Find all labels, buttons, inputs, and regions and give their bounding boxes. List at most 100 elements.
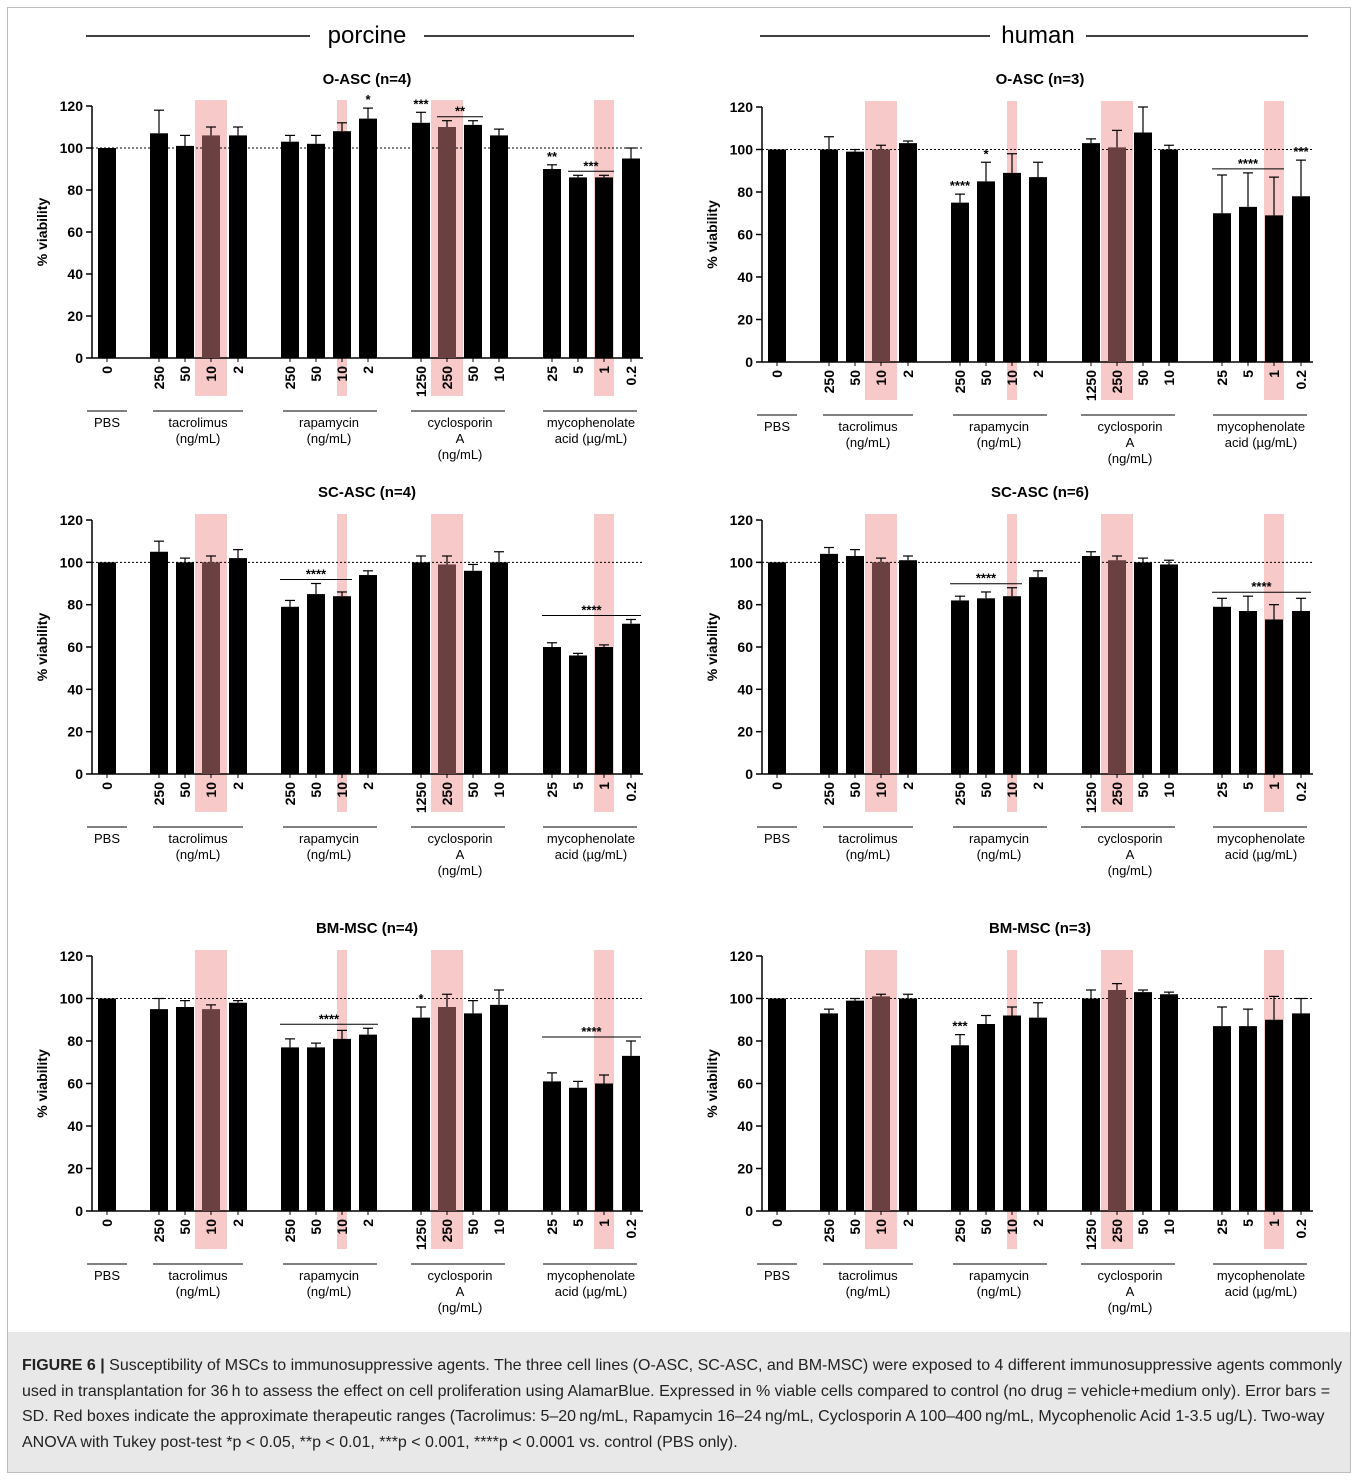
bar — [569, 655, 587, 774]
bar — [1029, 577, 1047, 774]
y-tick-label: 60 — [737, 639, 753, 655]
bar — [768, 149, 786, 362]
y-tick-label: 0 — [745, 1203, 753, 1219]
bar — [846, 151, 864, 362]
bar — [1108, 990, 1126, 1211]
x-tick-label: 1 — [1266, 782, 1282, 790]
header-porcine: porcine — [328, 22, 407, 49]
x-tick-label: 0 — [769, 782, 785, 790]
bar — [977, 181, 995, 362]
x-tick-label: 2 — [230, 782, 246, 790]
x-tick-label: 5 — [1240, 370, 1256, 378]
significance-label: **** — [976, 571, 997, 586]
x-tick-label: 250 — [952, 782, 968, 806]
x-tick-label: 50 — [978, 1219, 994, 1235]
y-tick-label: 120 — [730, 99, 754, 115]
x-tick-label: 0 — [99, 782, 115, 790]
group-label: mycophenolate — [547, 831, 635, 846]
bar — [977, 598, 995, 774]
bar — [1003, 1015, 1021, 1211]
x-tick-label: 10 — [1004, 782, 1020, 798]
group-label: (ng/mL) — [977, 1284, 1022, 1299]
group-label: tacrolimus — [168, 1268, 228, 1283]
y-axis-label: % viability — [34, 613, 50, 682]
group-label: rapamycin — [969, 831, 1029, 846]
bar — [464, 124, 482, 359]
group-label: (ng/mL) — [977, 847, 1022, 862]
group-label: (ng/mL) — [1108, 451, 1153, 466]
bar — [543, 647, 561, 774]
x-tick-label: 50 — [978, 370, 994, 386]
bar — [951, 202, 969, 362]
caption-label: FIGURE 6 | — [22, 1357, 105, 1374]
x-tick-label: 2 — [360, 366, 376, 374]
x-tick-label: 0.2 — [623, 366, 639, 386]
x-tick-label: 2 — [360, 1219, 376, 1227]
significance-label: * — [418, 991, 424, 1006]
group-label: rapamycin — [969, 1268, 1029, 1283]
x-tick-label: 2 — [230, 1219, 246, 1227]
bar — [281, 1047, 299, 1211]
bar — [820, 149, 838, 362]
bar — [98, 998, 116, 1211]
figure-caption: FIGURE 6 | Susceptibility of MSCs to imm… — [22, 1353, 1342, 1455]
chart-panel-4: SC-ASC (n=6) 0 20 40 60 80 100 120 % viability 0 2… — [704, 484, 1313, 878]
x-tick-label: 1250 — [1083, 1219, 1099, 1250]
significance-label: *** — [583, 158, 599, 173]
x-tick-label: 50 — [308, 782, 324, 798]
significance-label: *** — [1293, 144, 1309, 159]
x-tick-label: 0 — [769, 370, 785, 378]
group-label: (ng/mL) — [846, 847, 891, 862]
y-tick-label: 120 — [730, 512, 754, 528]
x-tick-label: 50 — [1135, 1219, 1151, 1235]
significance-label: **** — [950, 178, 971, 193]
bar — [1265, 215, 1283, 362]
bar — [490, 562, 508, 774]
figure-panels: porcine human O-ASC (n=4)020406080100120… — [34, 22, 1313, 1315]
bar — [768, 998, 786, 1211]
group-label: PBS — [94, 415, 120, 430]
bar — [281, 606, 299, 774]
x-tick-label: 1250 — [1083, 370, 1099, 401]
significance-label: **** — [581, 602, 602, 617]
group-label: cyclosporin — [1097, 419, 1162, 434]
x-tick-label: 10 — [491, 782, 507, 798]
bar — [490, 135, 508, 358]
x-tick-label: 2 — [900, 782, 916, 790]
group-label: mycophenolate — [1217, 831, 1305, 846]
group-label: (ng/mL) — [438, 863, 483, 878]
group-label: A — [456, 847, 465, 862]
x-tick-label: 50 — [465, 366, 481, 382]
x-tick-label: 0 — [99, 1219, 115, 1227]
y-tick-label: 100 — [60, 554, 84, 570]
bar — [846, 1000, 864, 1211]
x-tick-label: 10 — [1004, 370, 1020, 386]
y-axis-label: % viability — [704, 613, 720, 682]
bar — [1160, 564, 1178, 774]
bar — [569, 1087, 587, 1211]
bar — [1108, 147, 1126, 362]
bar — [412, 122, 430, 358]
x-tick-label: 10 — [334, 1219, 350, 1235]
bar — [150, 133, 168, 358]
group-label: rapamycin — [299, 415, 359, 430]
bar — [359, 118, 377, 358]
x-tick-label: 25 — [1214, 1219, 1230, 1235]
x-tick-label: 25 — [544, 366, 560, 382]
x-tick-label: 1 — [596, 782, 612, 790]
y-axis-label: % viability — [704, 1049, 720, 1118]
bar — [490, 1004, 508, 1211]
x-tick-label: 250 — [821, 782, 837, 806]
bar — [951, 1045, 969, 1211]
y-tick-label: 20 — [67, 724, 83, 740]
bar — [464, 570, 482, 774]
bar — [899, 560, 917, 774]
bar — [820, 1013, 838, 1211]
group-label: tacrolimus — [838, 831, 898, 846]
bar — [1213, 1026, 1231, 1211]
x-tick-label: 0 — [769, 1219, 785, 1227]
x-tick-label: 2 — [230, 366, 246, 374]
bar — [1029, 177, 1047, 362]
bar — [872, 149, 890, 362]
group-label: acid (µg/mL) — [555, 1284, 628, 1299]
